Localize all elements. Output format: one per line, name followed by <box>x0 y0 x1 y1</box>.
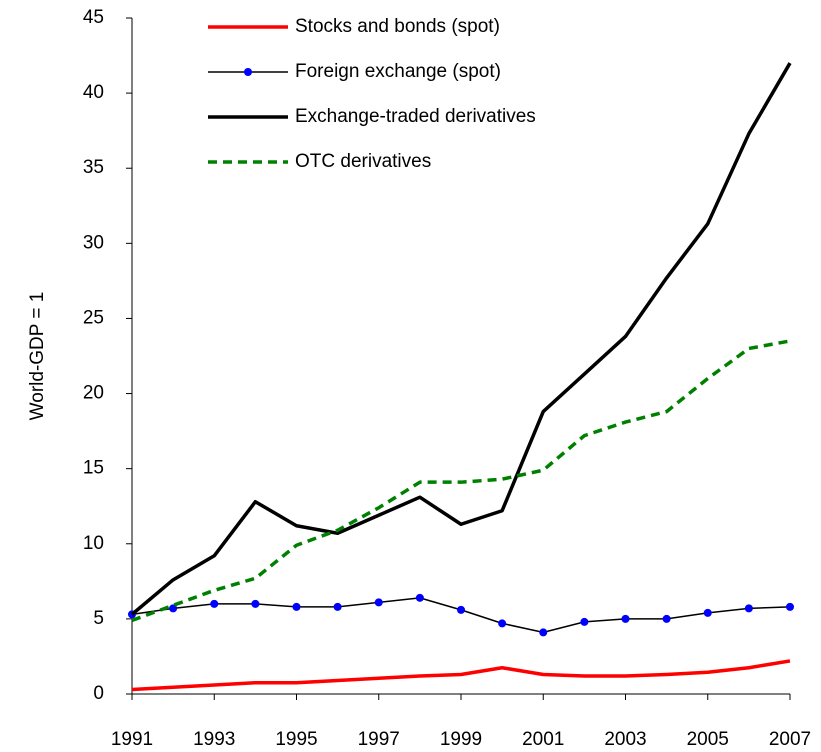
y-tick-label: 35 <box>83 157 104 178</box>
x-tick-label: 1993 <box>193 729 235 750</box>
series-line <box>131 659 791 692</box>
y-tick-label: 15 <box>83 458 104 479</box>
series-marker <box>374 598 383 607</box>
x-tick-label: 2007 <box>769 729 811 750</box>
series-line <box>130 62 792 616</box>
legend-label: Exchange-traded derivatives <box>295 106 536 127</box>
x-tick-label: 2005 <box>687 729 729 750</box>
series-line <box>131 597 791 634</box>
y-tick-label: 20 <box>83 383 104 404</box>
x-tick-label: 2001 <box>522 729 564 750</box>
x-tick-label: 1999 <box>440 729 482 750</box>
series-marker <box>415 593 424 602</box>
series-marker <box>621 614 630 623</box>
legend-label: Foreign exchange (spot) <box>295 61 501 82</box>
series-marker <box>457 605 465 614</box>
x-tick-label: 1995 <box>275 729 317 750</box>
y-tick-label: 30 <box>83 232 104 253</box>
series-marker <box>580 617 589 626</box>
series-marker <box>662 614 671 623</box>
legend-label: OTC derivatives <box>295 151 431 172</box>
series-marker <box>251 599 260 608</box>
y-tick-label: 0 <box>93 683 104 704</box>
series-marker <box>744 604 753 613</box>
series-marker <box>786 602 794 611</box>
y-tick-label: 10 <box>83 533 104 554</box>
y-tick-label: 5 <box>93 608 104 629</box>
series-marker <box>498 619 507 628</box>
series-line <box>131 339 791 623</box>
y-tick-label: 25 <box>83 307 104 328</box>
x-tick-label: 1991 <box>111 729 153 750</box>
legend-marker <box>244 68 252 76</box>
series-marker <box>703 608 712 617</box>
series-marker <box>539 628 548 637</box>
x-tick-label: 2003 <box>604 729 646 750</box>
series-marker <box>292 602 301 611</box>
series-marker <box>333 602 342 611</box>
y-tick-label: 40 <box>83 82 104 103</box>
y-axis-label: World-GDP = 1 <box>27 292 48 421</box>
series-marker <box>210 599 219 608</box>
legend-label: Stocks and bonds (spot) <box>295 16 500 37</box>
x-tick-label: 1997 <box>358 729 400 750</box>
y-tick-label: 45 <box>83 7 104 28</box>
